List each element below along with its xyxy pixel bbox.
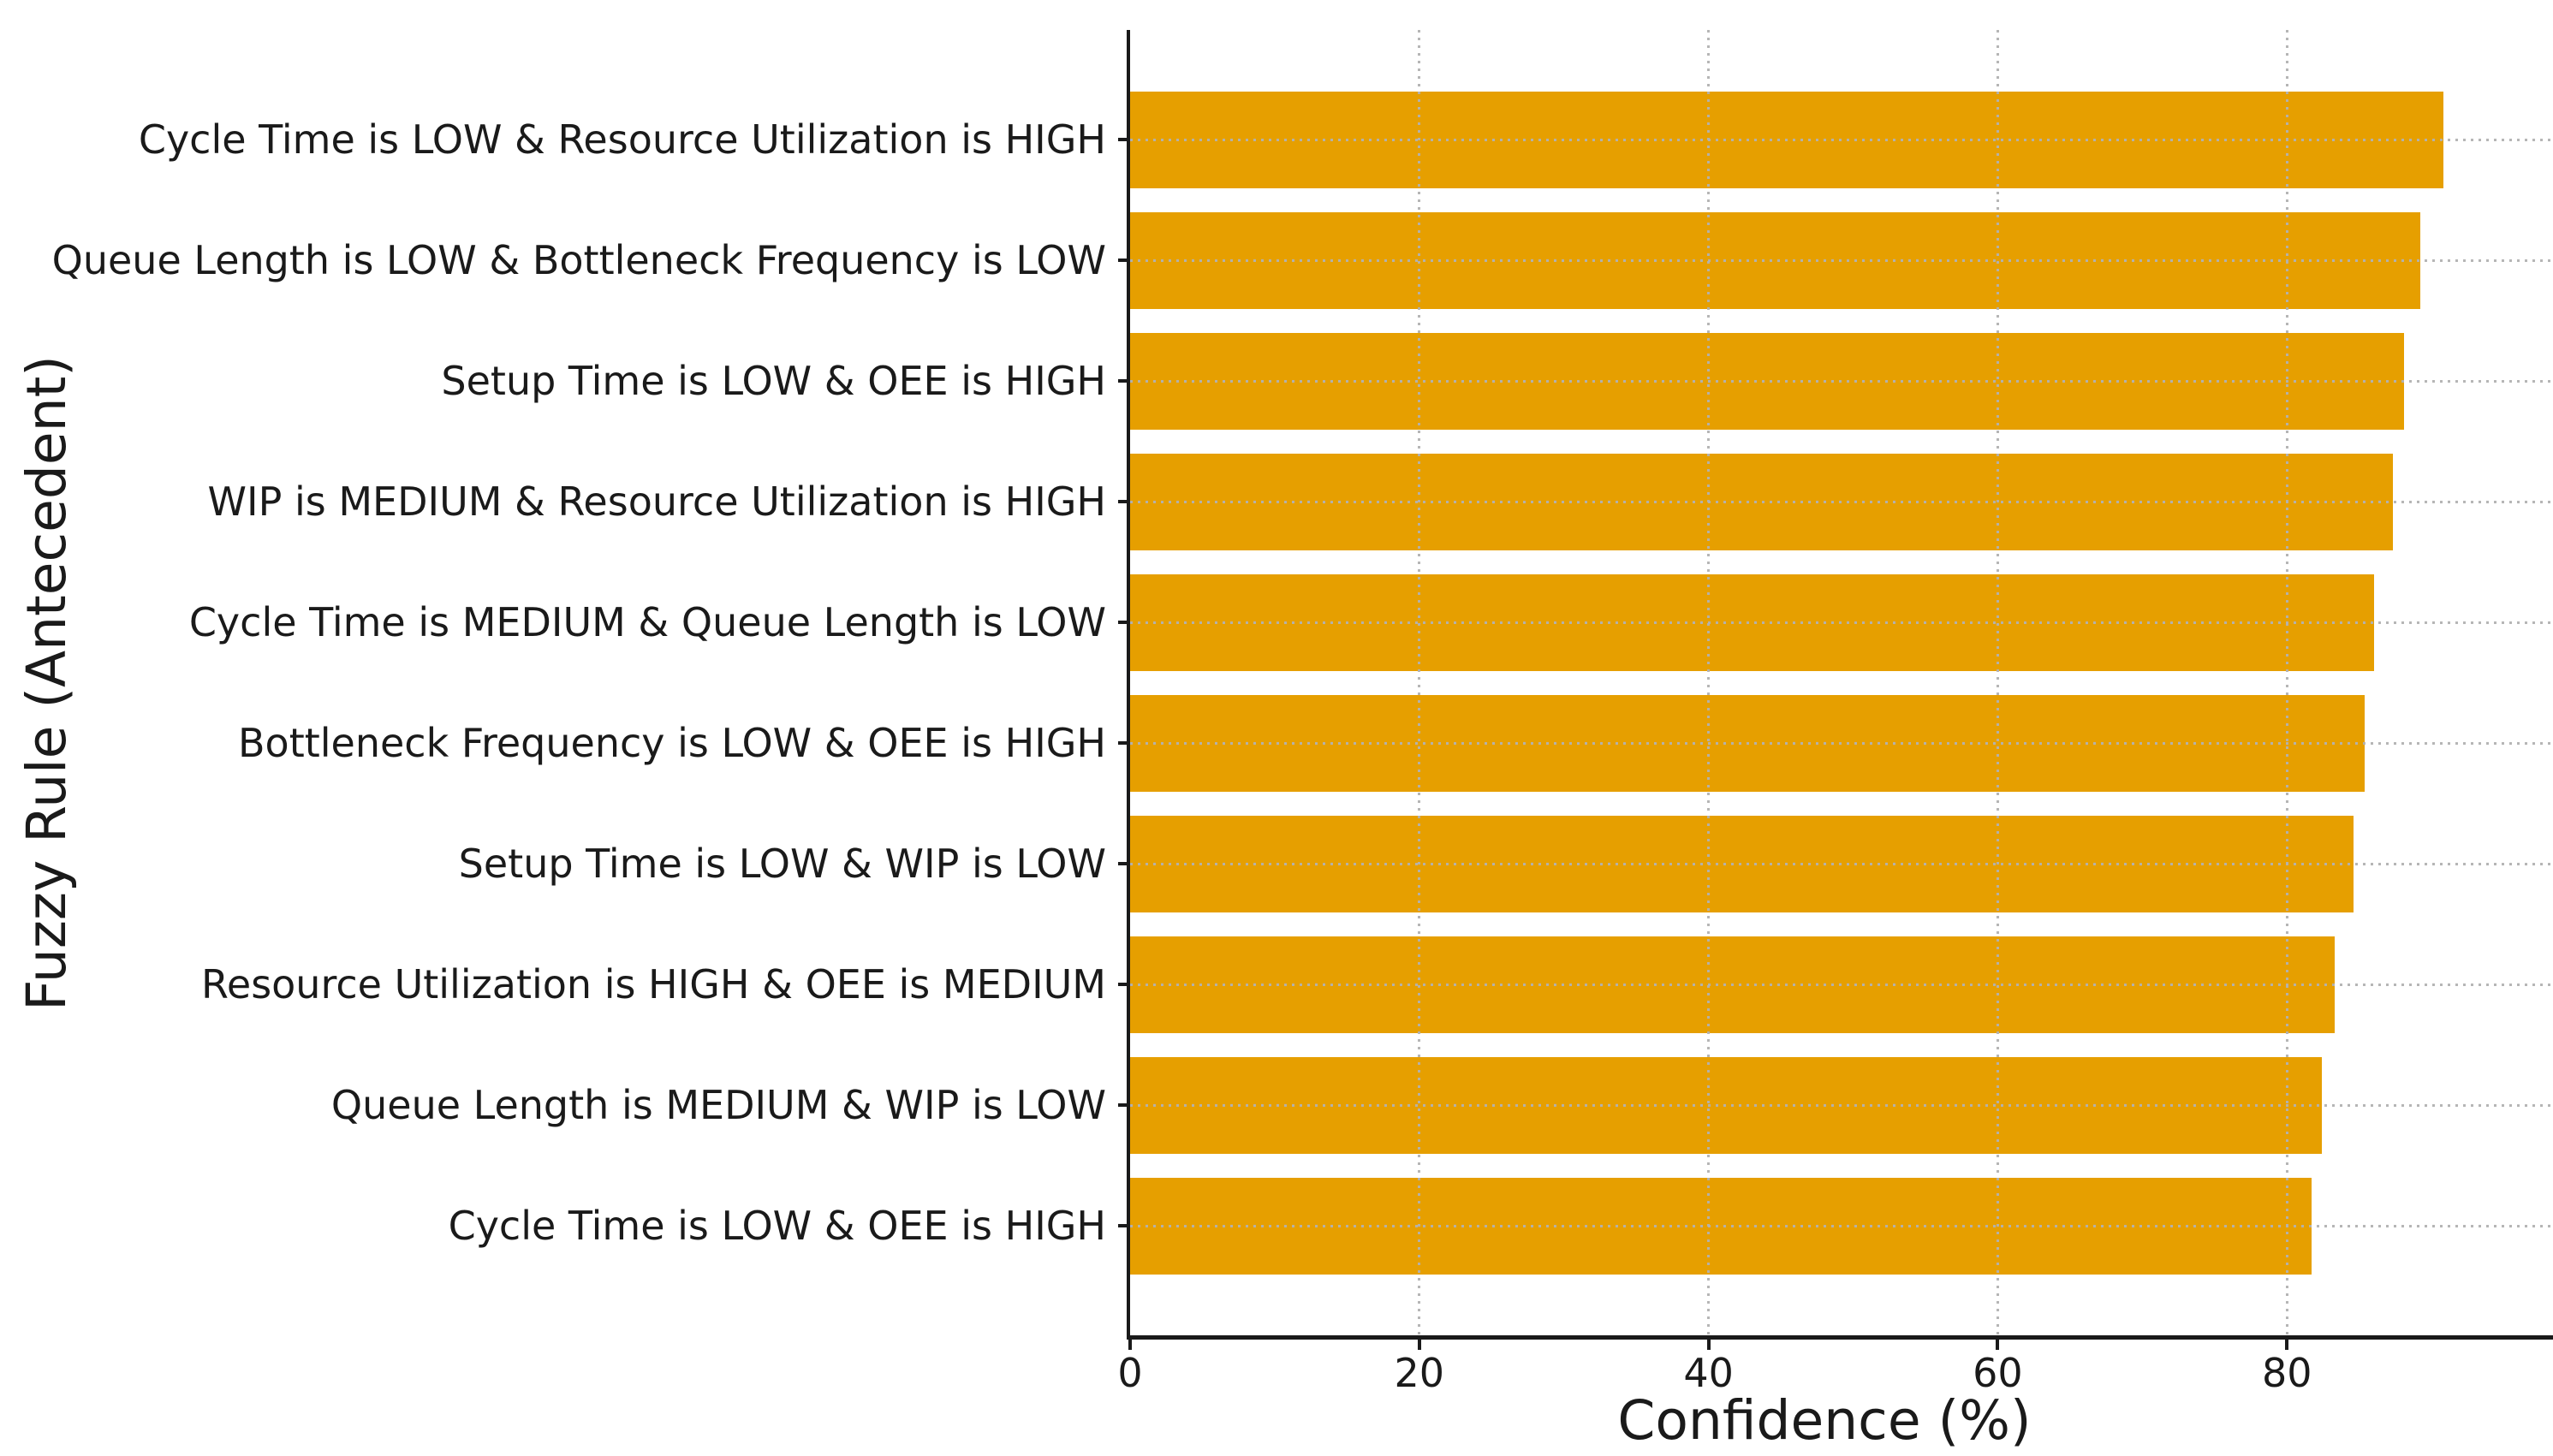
horizontal-gridline: [1130, 862, 2553, 865]
y-tick-mark: [1118, 138, 1128, 141]
y-tick-label: Bottleneck Frequency is LOW & OEE is HIG…: [238, 720, 1106, 766]
x-tick-label: 20: [1394, 1350, 1445, 1396]
y-tick-label: Setup Time is LOW & OEE is HIGH: [441, 358, 1106, 404]
y-tick-mark: [1118, 379, 1128, 383]
y-tick-mark: [1118, 500, 1128, 503]
horizontal-gridline: [1130, 379, 2553, 383]
y-tick-mark: [1118, 1103, 1128, 1107]
x-tick-mark: [2285, 1340, 2289, 1350]
y-tick-label: Setup Time is LOW & WIP is LOW: [458, 841, 1106, 887]
horizontal-gridline: [1130, 1224, 2553, 1227]
x-tick-label: 40: [1683, 1350, 1734, 1396]
horizontal-gridline: [1130, 259, 2553, 262]
vertical-gridline: [1418, 30, 1421, 1335]
y-tick-label: WIP is MEDIUM & Resource Utilization is …: [207, 478, 1106, 525]
horizontal-gridline: [1130, 983, 2553, 986]
x-tick-mark: [1417, 1340, 1421, 1350]
vertical-gridline: [1707, 30, 1711, 1335]
x-tick-label: 0: [1117, 1350, 1143, 1396]
y-tick-label: Cycle Time is MEDIUM & Queue Length is L…: [188, 599, 1106, 645]
y-axis-spine: [1127, 30, 1130, 1340]
horizontal-gridline: [1130, 500, 2553, 503]
y-tick-label: Queue Length is MEDIUM & WIP is LOW: [330, 1082, 1106, 1128]
x-tick-mark: [1996, 1340, 2000, 1350]
x-tick-mark: [1706, 1340, 1711, 1350]
y-tick-label: Cycle Time is LOW & Resource Utilization…: [138, 116, 1106, 163]
y-axis-label: Fuzzy Rule (Antecedent): [15, 354, 78, 1011]
y-tick-mark: [1118, 1224, 1128, 1227]
y-tick-label: Queue Length is LOW & Bottleneck Frequen…: [51, 237, 1106, 283]
y-tick-mark: [1118, 621, 1128, 624]
x-tick-label: 60: [1973, 1350, 2023, 1396]
y-tick-mark: [1118, 259, 1128, 262]
horizontal-gridline: [1130, 741, 2553, 745]
horizontal-gridline: [1130, 1103, 2553, 1107]
y-tick-label: Resource Utilization is HIGH & OEE is ME…: [201, 961, 1106, 1007]
x-axis-label: Confidence (%): [1617, 1389, 2032, 1452]
vertical-gridline: [1996, 30, 1999, 1335]
horizontal-gridline: [1130, 138, 2553, 141]
y-tick-mark: [1118, 862, 1128, 865]
x-axis-spine: [1127, 1335, 2553, 1340]
vertical-gridline: [2285, 30, 2288, 1335]
horizontal-gridline: [1130, 621, 2553, 624]
x-tick-label: 80: [2261, 1350, 2312, 1396]
y-tick-mark: [1118, 983, 1128, 986]
x-tick-mark: [1128, 1340, 1132, 1350]
y-tick-mark: [1118, 741, 1128, 745]
y-tick-label: Cycle Time is LOW & OEE is HIGH: [448, 1203, 1106, 1249]
